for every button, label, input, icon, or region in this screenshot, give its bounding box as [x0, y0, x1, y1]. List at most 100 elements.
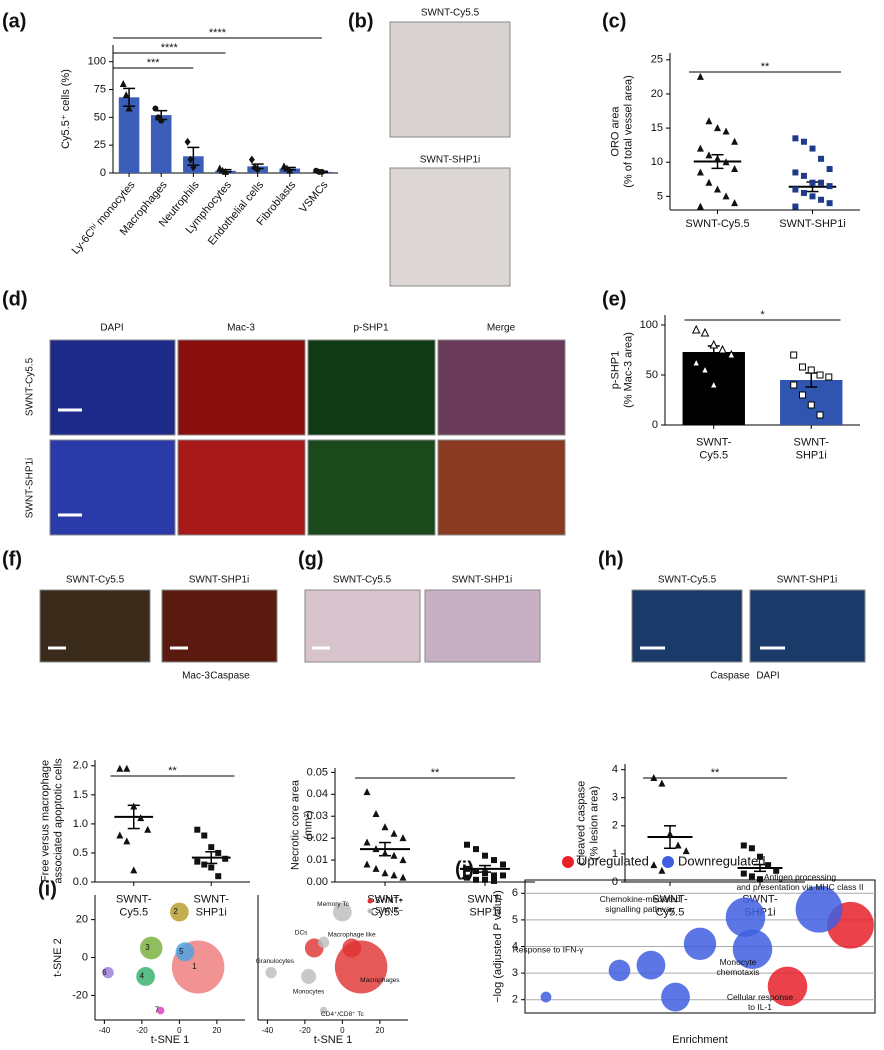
- bubble: [683, 927, 717, 961]
- text-line: SWNT-: [467, 894, 503, 906]
- significance-label: ****: [161, 42, 179, 54]
- point: [381, 823, 389, 831]
- y-tick-label: 100: [640, 319, 658, 331]
- point: [696, 144, 704, 152]
- panel-label: (h): [598, 548, 624, 570]
- y-tick-label: 1: [612, 848, 618, 860]
- x-tick-label: Endothelial cells: [206, 179, 267, 248]
- point: [491, 857, 497, 864]
- point: [144, 825, 152, 833]
- x-tick-label: SWNT-SHP1i: [467, 894, 503, 919]
- cluster: [318, 936, 330, 949]
- point: [222, 167, 229, 175]
- bubble: [636, 950, 666, 980]
- panel-label: (g): [298, 548, 324, 570]
- legend-swatch: [662, 856, 674, 868]
- panel-label: (i): [38, 878, 57, 900]
- point: [816, 411, 824, 419]
- y-axis-label: Cy5.5⁺ cells (%): [60, 69, 72, 149]
- bubble: [661, 982, 690, 1012]
- point: [473, 846, 479, 853]
- legend-label: Upregulated: [578, 853, 649, 868]
- annotation: Macrophages: [360, 977, 400, 984]
- point: [726, 349, 736, 359]
- legend-swatch: [367, 898, 373, 904]
- x-tick-label: SWNT-SHP1i: [194, 894, 230, 919]
- point: [826, 200, 833, 207]
- point: [807, 401, 815, 409]
- y-axis-label: Necrotic core area(mm²): [290, 779, 315, 870]
- bubble: [608, 959, 631, 982]
- micrograph: [437, 339, 566, 436]
- point: [650, 861, 658, 869]
- point: [691, 357, 701, 367]
- text-line: (% of total vessel area): [622, 75, 634, 188]
- panel-label: (d): [2, 288, 28, 310]
- point: [816, 371, 824, 379]
- y-axis-label: t-SNE 2: [52, 938, 64, 977]
- point: [201, 832, 208, 839]
- point: [381, 849, 389, 857]
- y-tick-label: 2.0: [73, 760, 88, 772]
- text-line: Monocyte: [720, 957, 757, 967]
- y-tick-label: -20: [72, 989, 88, 1001]
- y-tick-label: 50: [94, 111, 106, 123]
- point: [718, 344, 727, 354]
- text-line: SWNT-: [794, 437, 830, 449]
- point: [700, 364, 710, 374]
- point: [215, 873, 222, 880]
- image-caption: SWNT-Cy5.5: [421, 8, 480, 19]
- cluster-label: 2: [173, 907, 178, 916]
- x-tick-label: 0: [340, 1026, 345, 1035]
- y-tick-label: 0: [612, 876, 618, 888]
- micrograph: [749, 589, 866, 663]
- y-tick-label: 5: [512, 914, 518, 926]
- image-caption: SWNT-SHP1i: [777, 575, 838, 586]
- cluster-label: 6: [102, 968, 107, 977]
- point: [399, 856, 407, 864]
- cluster: [140, 936, 163, 960]
- point: [125, 104, 133, 112]
- text-line: to IL-1: [748, 1002, 772, 1012]
- point: [116, 831, 124, 839]
- point: [372, 864, 380, 872]
- y-tick-label: 25: [94, 139, 106, 151]
- y-tick-label: 4: [512, 940, 518, 952]
- significance-label: ****: [209, 27, 227, 39]
- point: [818, 179, 825, 186]
- cluster: [175, 942, 195, 962]
- cluster: [265, 966, 277, 979]
- point: [491, 877, 497, 884]
- significance-label: **: [168, 765, 177, 777]
- point: [705, 178, 713, 186]
- point: [390, 829, 398, 837]
- panel-label: (b): [348, 10, 374, 32]
- point: [792, 203, 799, 210]
- bubble: [795, 885, 843, 933]
- y-axis-label: ORO area(% of total vessel area): [610, 75, 635, 188]
- bar: [118, 97, 140, 173]
- text-line: SHP1i: [196, 906, 227, 918]
- point: [700, 327, 710, 337]
- point: [201, 861, 208, 868]
- point: [658, 779, 666, 787]
- x-tick-label: SWNT-SHP1i: [779, 218, 846, 230]
- x-tick-label: -20: [299, 1026, 311, 1035]
- y-tick-label: 50: [646, 369, 658, 381]
- point: [818, 196, 825, 203]
- stain-legend: DAPI: [756, 671, 779, 682]
- annotation: Macrophage like: [328, 931, 376, 938]
- point: [399, 834, 407, 842]
- image-caption: p-SHP1: [353, 323, 388, 334]
- cluster: [319, 1006, 328, 1015]
- y-tick-label: 2: [612, 820, 618, 832]
- y-tick-label: 0: [652, 419, 658, 431]
- y-tick-label: 20: [651, 88, 663, 100]
- text-line: SHP1i: [796, 449, 827, 461]
- significance-label: ***: [147, 57, 161, 69]
- text-line: SWNT-: [194, 894, 230, 906]
- image-caption: SWNT-Cy5.5: [66, 575, 125, 586]
- point: [116, 764, 124, 772]
- point: [286, 166, 294, 174]
